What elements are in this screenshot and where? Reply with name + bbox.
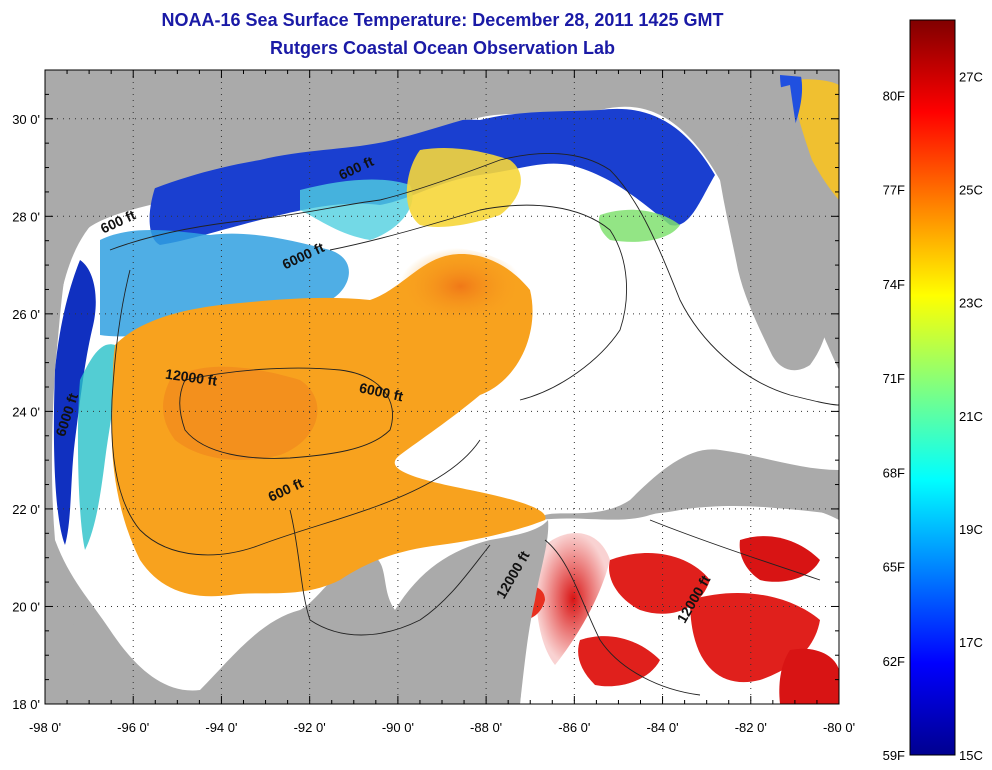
lon-label: -84 0' <box>646 720 678 735</box>
colorbar-f-label: 68F <box>883 465 905 480</box>
contour-6000ft-west <box>111 269 481 556</box>
lon-label: -90 0' <box>382 720 414 735</box>
colorbar-c-label: 23C <box>959 296 983 311</box>
colorbar-c-label: 27C <box>959 70 983 85</box>
colorbar <box>909 19 956 756</box>
warm-gulf-water <box>111 254 546 597</box>
graticule <box>45 70 839 704</box>
colorbar-f-label: 65F <box>883 560 905 575</box>
contour-600ft <box>109 153 839 406</box>
colorbar-f-label: 74F <box>883 277 905 292</box>
west-coast-teal <box>77 344 117 550</box>
lon-label: -98 0' <box>29 720 61 735</box>
axis-ticks <box>44 69 840 705</box>
contour-6000ft-north <box>329 204 627 401</box>
lon-label: -92 0' <box>294 720 326 735</box>
contour-12000ft <box>179 367 393 459</box>
contour-yucatan-shelf <box>289 509 491 636</box>
latitude-axis: 30 0' 28 0' 26 0' 24 0' 22 0' 20 0' 18 0' <box>12 112 40 712</box>
colorbar-c-label: 15C <box>959 748 983 763</box>
colorbar-c-label: 21C <box>959 409 983 424</box>
florida-peninsula <box>720 85 831 371</box>
atlantic-warm-strip <box>790 79 839 200</box>
colorbar-f-label: 59F <box>883 748 905 763</box>
contour-label: 12000 ft <box>164 366 218 389</box>
contour-caribbean <box>544 519 821 696</box>
lon-label: -82 0' <box>735 720 767 735</box>
west-coast-cold <box>53 260 96 545</box>
lat-label: 28 0' <box>12 209 40 224</box>
caribbean-warm-patches <box>510 533 839 704</box>
lat-label: 20 0' <box>12 599 40 614</box>
green-patch <box>598 209 680 242</box>
colorbar-c-label: 19C <box>959 522 983 537</box>
colorbar-c-label: 17C <box>959 635 983 650</box>
cuba <box>630 478 839 515</box>
lon-label: -88 0' <box>470 720 502 735</box>
cyan-shelf-water <box>300 179 413 240</box>
colorbar-fahrenheit-labels: 80F 77F 74F 71F 68F 65F 62F 59F <box>883 88 905 763</box>
lon-label: -80 0' <box>823 720 855 735</box>
colorbar-c-label: 25C <box>959 183 983 198</box>
lon-label: -96 0' <box>117 720 149 735</box>
yellow-shelf-water <box>406 148 521 227</box>
longitude-axis: -98 0' -96 0' -94 0' -92 0' -90 0' -88 0' -86 … <box>29 720 855 735</box>
colorbar-f-label: 80F <box>883 88 905 103</box>
lat-label: 18 0' <box>12 697 40 712</box>
sst-imagery <box>45 70 839 704</box>
lat-label: 22 0' <box>12 502 40 517</box>
colorbar-celsius-labels: 27C 25C 23C 21C 19C 17C 15C <box>959 70 983 763</box>
map-title: NOAA-16 Sea Surface Temperature: Decembe… <box>161 10 724 30</box>
warm-core-west <box>163 366 318 460</box>
lat-label: 30 0' <box>12 112 40 127</box>
mexico-south <box>45 600 200 704</box>
warm-core-eddy <box>399 247 522 325</box>
colorbar-f-label: 62F <box>883 654 905 669</box>
map-subtitle: Rutgers Coastal Ocean Observation Lab <box>269 38 616 58</box>
lat-label: 26 0' <box>12 307 40 322</box>
lon-label: -94 0' <box>205 720 237 735</box>
lat-label: 24 0' <box>12 404 40 419</box>
bathymetry-contours <box>109 153 839 696</box>
texas-coast <box>45 70 839 400</box>
colorbar-f-label: 77F <box>883 183 905 198</box>
yucatan-peninsula <box>360 520 549 704</box>
lon-label: -86 0' <box>558 720 590 735</box>
colorbar-f-label: 71F <box>883 371 905 386</box>
